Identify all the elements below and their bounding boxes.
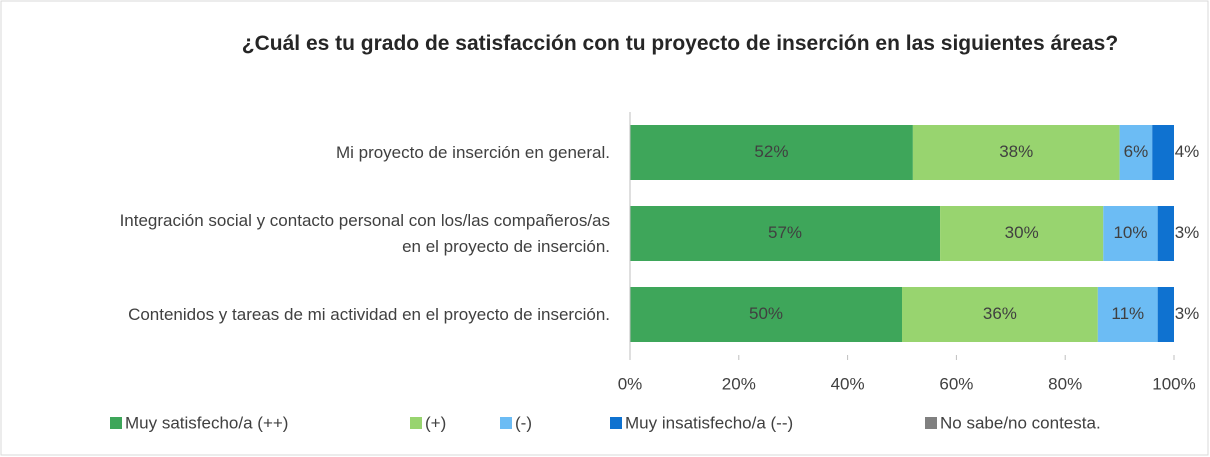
bar-segment [912,125,1120,180]
bar-segment [1157,287,1174,342]
bar-segment [902,287,1098,342]
data-label: 3% [1175,304,1200,323]
legend-swatch [500,417,512,429]
x-tick-label: 40% [831,374,865,393]
x-tick-label: 0% [618,374,643,393]
legend-label: (-) [515,413,532,432]
data-label: 3% [1175,223,1200,242]
bar-segment [1119,125,1153,180]
bar-segment [1103,206,1158,261]
data-label: 30% [1005,223,1039,242]
chart-title: ¿Cuál es tu grado de satisfacción con tu… [241,32,1119,55]
data-label: 38% [999,142,1033,161]
data-label: 4% [1175,142,1200,161]
category-label: Integración social y contacto personal c… [119,210,610,256]
legend-label: No sabe/no contesta. [940,413,1101,432]
data-label: 11% [1111,304,1144,323]
bar-segment [630,125,913,180]
x-tick-label: 100% [1152,374,1195,393]
bar-segment [630,206,941,261]
legend-label: Muy insatisfecho/a (--) [625,413,793,432]
data-label: 10% [1113,223,1147,242]
bar-segment [630,287,902,342]
data-label: 52% [754,142,788,161]
legend-swatch [410,417,422,429]
bar-segment [1152,125,1174,180]
x-tick-label: 80% [1048,374,1082,393]
data-label: 57% [768,223,802,242]
bar-segment [1097,287,1158,342]
bar-segment [1157,206,1174,261]
category-label: Contenidos y tareas de mi actividad en e… [128,304,610,324]
data-label: 6% [1124,142,1149,161]
data-label: 50% [749,304,783,323]
legend-swatch [610,417,622,429]
data-label: 36% [983,304,1017,323]
legend-label: Muy satisfecho/a (++) [125,413,288,432]
legend-label: (+) [425,413,446,432]
x-tick-label: 20% [722,374,756,393]
legend-swatch [925,417,937,429]
category-label: Mi proyecto de inserción en general. [335,142,610,162]
legend-swatch [110,417,122,429]
x-tick-label: 60% [939,374,973,393]
bar-segment [940,206,1104,261]
